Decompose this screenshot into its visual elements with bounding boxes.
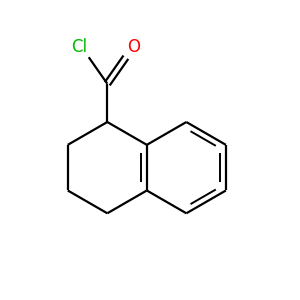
Text: O: O (128, 38, 140, 56)
Text: Cl: Cl (71, 38, 87, 56)
